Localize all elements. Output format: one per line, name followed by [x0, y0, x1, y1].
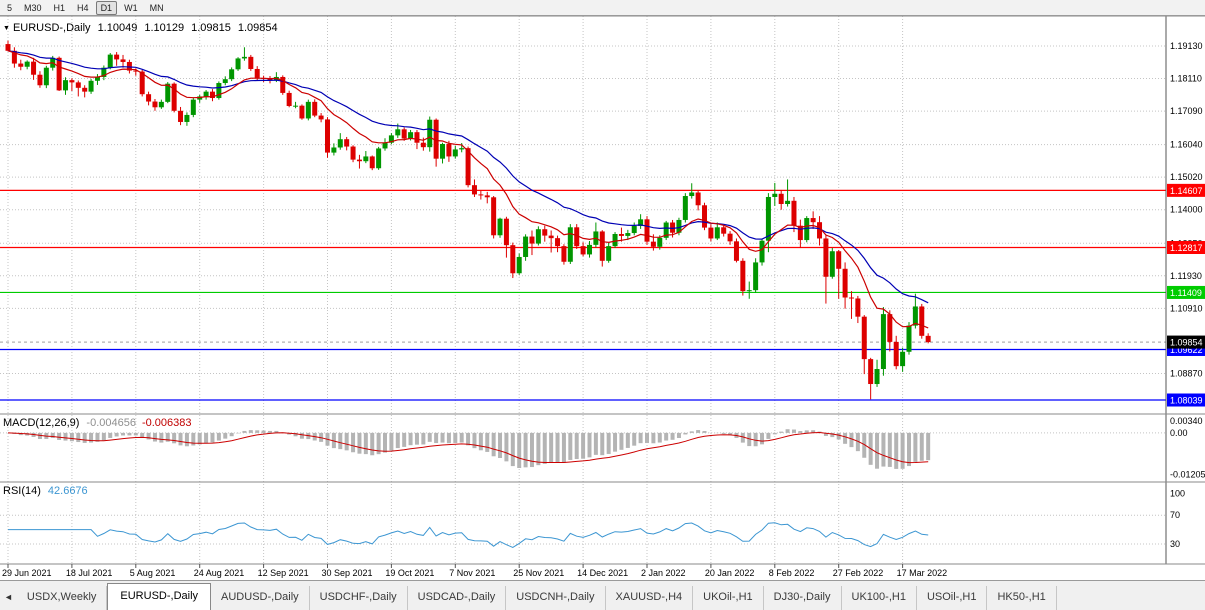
tab-usoil-h1[interactable]: USOil-,H1 — [917, 586, 988, 610]
timeframe-button-5[interactable]: 5 — [7, 2, 13, 13]
macd-name: MACD(12,26,9) — [3, 417, 80, 429]
date-axis: 29 Jun 2021 18 Jul 2021 5 Aug 2021 24 Aug 2… — [2, 564, 947, 578]
tab-hk50-h1[interactable]: HK50-,H1 — [987, 586, 1057, 610]
svg-text:20 Jan 2022: 20 Jan 2022 — [705, 568, 755, 578]
timeframe-button-h4[interactable]: H4 — [77, 2, 89, 13]
tab-usdcnh-daily[interactable]: USDCNH-,Daily — [506, 586, 606, 610]
svg-text:1.09854: 1.09854 — [1170, 338, 1203, 348]
tab-xauusd-h4[interactable]: XAUUSD-,H4 — [606, 586, 694, 610]
rsi-indicator-label: RSI(14) 42.6676 — [3, 485, 88, 497]
timeframe-toolbar: 5 M30 H1 H4 D1 W1 MN — [0, 0, 1205, 16]
svg-text:1.11409: 1.11409 — [1170, 288, 1202, 298]
tab-audusd-daily[interactable]: AUDUSD-,Daily — [211, 586, 310, 610]
chart-ohlc-readout: ▼ EURUSD-,Daily 1.10049 1.10129 1.09815 1.098… — [3, 22, 278, 34]
timeframe-button-h1[interactable]: H1 — [53, 2, 66, 13]
timeframe-button-d1[interactable]: D1 — [95, 0, 118, 15]
collapse-triangle-icon[interactable]: ▼ — [3, 24, 10, 32]
tab-usdchf-daily[interactable]: USDCHF-,Daily — [310, 586, 408, 610]
svg-text:1.10910: 1.10910 — [1170, 303, 1203, 313]
svg-text:1.12817: 1.12817 — [1170, 243, 1203, 253]
symbol-period-label: EURUSD-,Daily — [12, 22, 91, 34]
svg-text:1.08870: 1.08870 — [1170, 368, 1203, 378]
svg-text:19 Oct 2021: 19 Oct 2021 — [385, 568, 434, 578]
candles-layer — [5, 40, 931, 400]
ohlc-open: 1.10049 — [97, 22, 138, 34]
price-chart-canvas[interactable]: 1.19130 1.18110 1.17090 1.16040 1.15020 1.140… — [0, 15, 1205, 580]
price-tag: 1.11409 — [1167, 285, 1205, 299]
svg-text:0.00340: 0.00340 — [1170, 416, 1203, 426]
tab-scroll-left-icon[interactable]: ◄ — [4, 592, 13, 602]
svg-text:25 Nov 2021: 25 Nov 2021 — [513, 568, 564, 578]
svg-text:1.17090: 1.17090 — [1170, 106, 1203, 116]
svg-text:24 Aug 2021: 24 Aug 2021 — [194, 568, 245, 578]
rsi-value: 42.6676 — [47, 485, 88, 497]
svg-text:1.08039: 1.08039 — [1170, 396, 1203, 406]
svg-text:30: 30 — [1170, 539, 1180, 549]
price-tags: 1.14607 1.12817 1.11409 1.09622 1.08039 1.098… — [1167, 183, 1205, 407]
macd-indicator-label: MACD(12,26,9) -0.004656 -0.006383 — [3, 417, 192, 429]
price-tag: 1.08039 — [1167, 393, 1205, 407]
svg-text:30 Sep 2021: 30 Sep 2021 — [322, 568, 373, 578]
svg-text:1.14000: 1.14000 — [1170, 205, 1203, 215]
svg-text:7 Nov 2021: 7 Nov 2021 — [449, 568, 495, 578]
price-tag: 1.09854 — [1167, 335, 1205, 349]
svg-text:29 Jun 2021: 29 Jun 2021 — [2, 568, 52, 578]
svg-text:1.15020: 1.15020 — [1170, 172, 1203, 182]
timeframe-button-m30[interactable]: M30 — [24, 2, 42, 13]
hlines-layer — [0, 189, 1166, 401]
panel-borders — [0, 15, 1205, 565]
svg-text:18 Jul 2021: 18 Jul 2021 — [66, 568, 113, 578]
svg-text:1.09622: 1.09622 — [1170, 345, 1203, 355]
tab-usdcad-daily[interactable]: USDCAD-,Daily — [408, 586, 507, 610]
macd-signal-value: -0.006383 — [141, 417, 192, 429]
svg-text:1.18110: 1.18110 — [1170, 74, 1202, 84]
symbol-tabbar: ◄ USDX,Weekly EURUSD-,Daily AUDUSD-,Daily U… — [0, 580, 1205, 610]
svg-text:1.11930: 1.11930 — [1170, 271, 1202, 281]
ohlc-low: 1.09815 — [191, 22, 231, 34]
price-tag: 1.14607 — [1167, 183, 1205, 197]
ohlc-close: 1.09854 — [237, 22, 278, 34]
svg-text:1.16040: 1.16040 — [1170, 140, 1203, 150]
svg-text:70: 70 — [1170, 510, 1180, 520]
timeframe-button-w1[interactable]: W1 — [124, 2, 138, 13]
svg-text:1.14607: 1.14607 — [1170, 186, 1203, 196]
svg-text:17 Mar 2022: 17 Mar 2022 — [897, 568, 948, 578]
svg-text:100: 100 — [1170, 489, 1185, 499]
price-tag: 1.12817 — [1167, 241, 1205, 255]
rsi-layer — [8, 522, 929, 548]
moving-averages-layer — [7, 50, 929, 329]
svg-text:27 Feb 2022: 27 Feb 2022 — [833, 568, 884, 578]
rsi-name: RSI(14) — [3, 485, 41, 497]
tab-ukoil-h1[interactable]: UKOil-,H1 — [693, 586, 764, 610]
tab-uk100-h1[interactable]: UK100-,H1 — [842, 586, 917, 610]
symbol-tabs: USDX,Weekly EURUSD-,Daily AUDUSD-,Daily USD… — [17, 581, 1057, 610]
svg-text:12 Sep 2021: 12 Sep 2021 — [258, 568, 309, 578]
tab-dj30-daily[interactable]: DJ30-,Daily — [764, 586, 842, 610]
svg-text:0.00: 0.00 — [1170, 428, 1188, 438]
svg-text:1.19130: 1.19130 — [1170, 41, 1203, 51]
svg-text:14 Dec 2021: 14 Dec 2021 — [577, 568, 628, 578]
macd-layer — [7, 429, 931, 469]
tab-usdx-weekly[interactable]: USDX,Weekly — [17, 586, 108, 610]
ohlc-high: 1.10129 — [144, 22, 185, 34]
svg-text:-0.01205: -0.01205 — [1170, 470, 1205, 480]
svg-text:5 Aug 2021: 5 Aug 2021 — [130, 568, 176, 578]
macd-main-value: -0.004656 — [86, 417, 136, 429]
timeframe-button-mn[interactable]: MN — [149, 2, 164, 13]
svg-text:8 Feb 2022: 8 Feb 2022 — [769, 568, 815, 578]
svg-text:2 Jan 2022: 2 Jan 2022 — [641, 568, 686, 578]
tab-eurusd-daily[interactable]: EURUSD-,Daily — [107, 583, 212, 610]
chart-area[interactable]: 1.19130 1.18110 1.17090 1.16040 1.15020 1.140… — [0, 15, 1205, 580]
